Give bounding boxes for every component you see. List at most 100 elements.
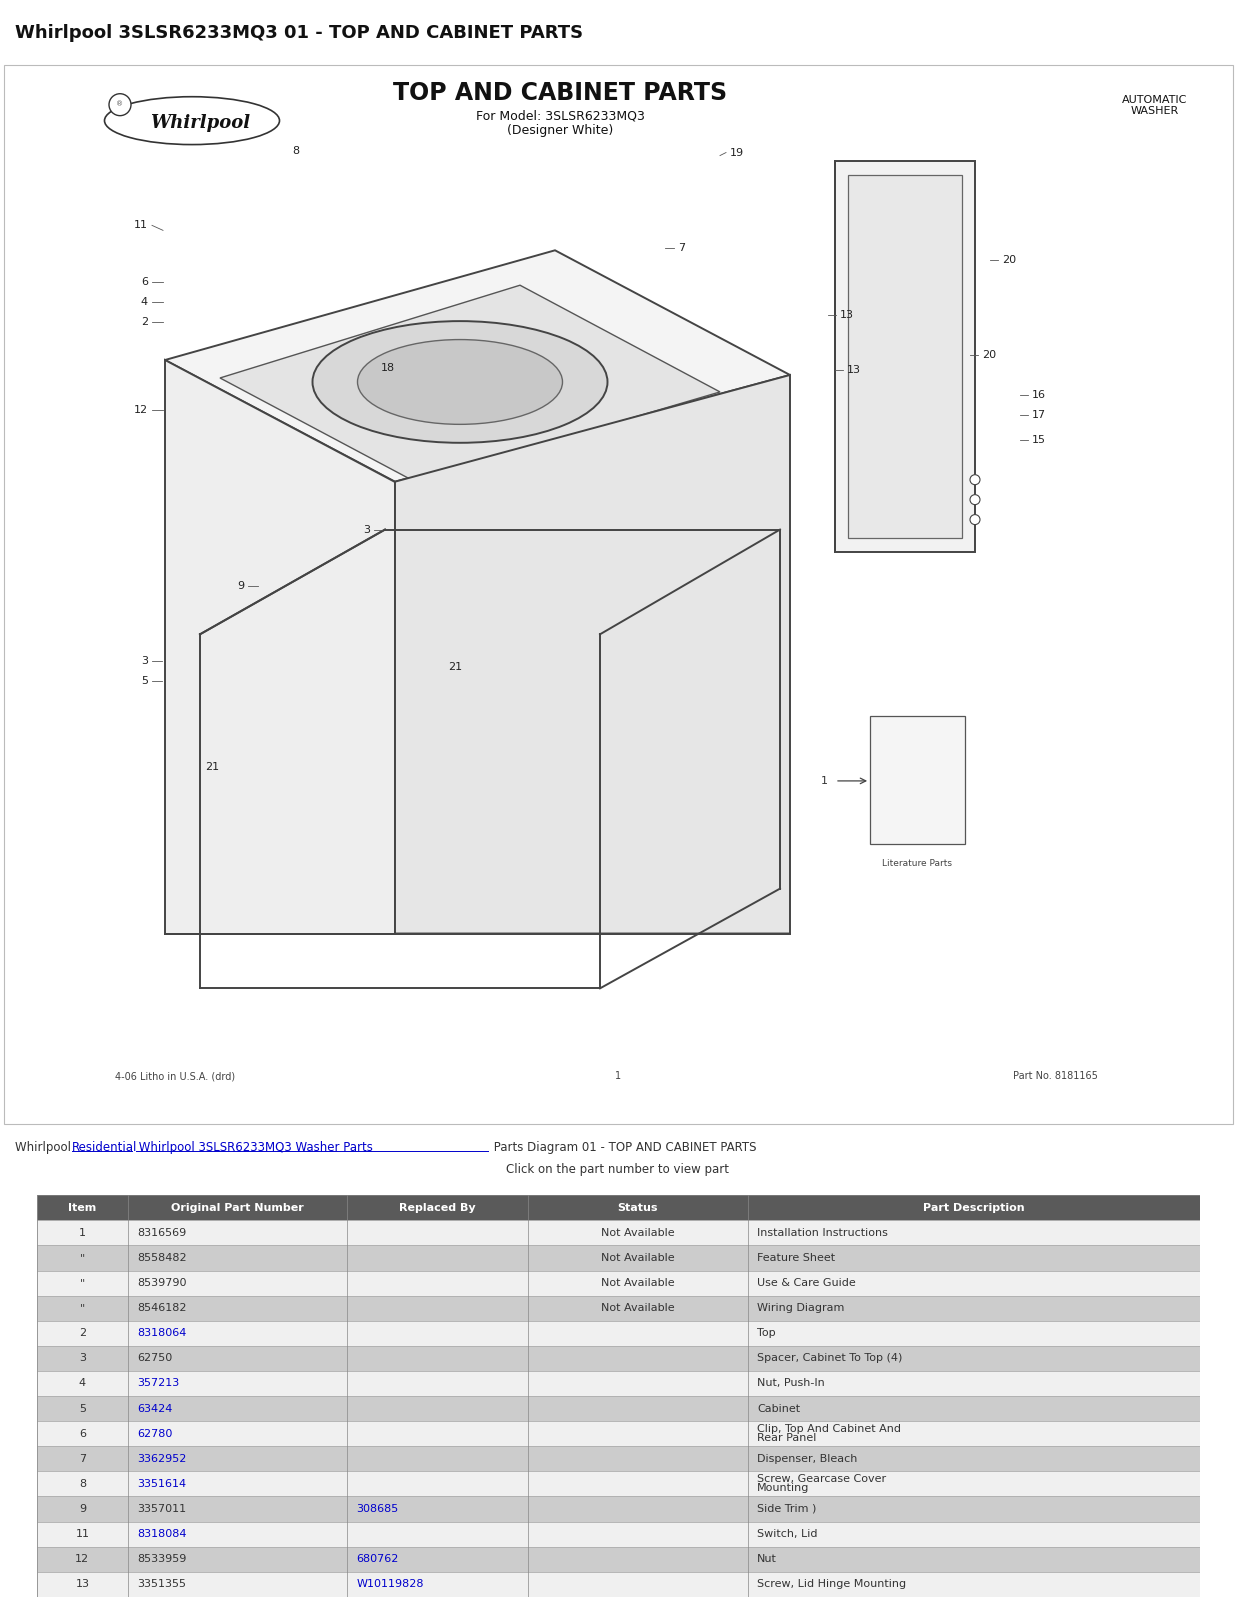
Text: For Model: 3SLSR6233MQ3: For Model: 3SLSR6233MQ3 bbox=[475, 109, 644, 122]
Text: 20: 20 bbox=[1002, 256, 1016, 266]
Text: ": " bbox=[79, 1253, 85, 1262]
Text: ": " bbox=[79, 1278, 85, 1288]
Text: 9: 9 bbox=[236, 581, 244, 592]
Text: 1: 1 bbox=[615, 1070, 621, 1082]
Bar bbox=[37, 1221, 1200, 1245]
Text: 2: 2 bbox=[79, 1328, 85, 1338]
Text: 3: 3 bbox=[141, 656, 148, 666]
Text: Item: Item bbox=[68, 1203, 96, 1213]
Text: ": " bbox=[79, 1302, 85, 1314]
Bar bbox=[37, 1547, 1200, 1571]
Text: Screw, Gearcase Cover: Screw, Gearcase Cover bbox=[757, 1474, 886, 1483]
Text: Not Available: Not Available bbox=[601, 1253, 674, 1262]
Text: 21: 21 bbox=[448, 662, 463, 672]
Text: 19: 19 bbox=[730, 147, 745, 157]
Bar bbox=[37, 1195, 1200, 1221]
Text: 20: 20 bbox=[982, 350, 996, 360]
Text: 3357011: 3357011 bbox=[137, 1504, 186, 1514]
Text: 3351614: 3351614 bbox=[137, 1478, 186, 1490]
Text: 12: 12 bbox=[134, 405, 148, 414]
Text: 11: 11 bbox=[134, 221, 148, 230]
Text: 1: 1 bbox=[821, 776, 828, 786]
Text: 62750: 62750 bbox=[137, 1354, 172, 1363]
Polygon shape bbox=[849, 176, 962, 538]
Text: ®: ® bbox=[116, 102, 124, 107]
Bar bbox=[37, 1421, 1200, 1446]
Text: 5: 5 bbox=[141, 677, 148, 686]
Bar bbox=[37, 1496, 1200, 1522]
Bar bbox=[37, 1571, 1200, 1597]
Text: 8533959: 8533959 bbox=[137, 1554, 187, 1565]
Text: 9: 9 bbox=[79, 1504, 85, 1514]
Circle shape bbox=[970, 494, 980, 504]
Text: 17: 17 bbox=[1032, 410, 1047, 419]
Text: Top: Top bbox=[757, 1328, 776, 1338]
Text: 62780: 62780 bbox=[137, 1429, 172, 1438]
Text: 15: 15 bbox=[1032, 435, 1047, 445]
Text: Part No. 8181165: Part No. 8181165 bbox=[1013, 1070, 1097, 1082]
Text: W10119828: W10119828 bbox=[356, 1579, 424, 1589]
Text: 8316569: 8316569 bbox=[137, 1227, 186, 1238]
Text: Whirlpool: Whirlpool bbox=[15, 1141, 74, 1154]
Text: 8318084: 8318084 bbox=[137, 1530, 187, 1539]
Text: Screw, Lid Hinge Mounting: Screw, Lid Hinge Mounting bbox=[757, 1579, 907, 1589]
Polygon shape bbox=[165, 250, 790, 482]
Bar bbox=[37, 1472, 1200, 1496]
Text: Not Available: Not Available bbox=[601, 1278, 674, 1288]
Polygon shape bbox=[395, 374, 790, 933]
Text: Spacer, Cabinet To Top (4): Spacer, Cabinet To Top (4) bbox=[757, 1354, 902, 1363]
Text: Whirlpool 3SLSR6233MQ3 01 - TOP AND CABINET PARTS: Whirlpool 3SLSR6233MQ3 01 - TOP AND CABI… bbox=[15, 24, 583, 43]
Text: TOP AND CABINET PARTS: TOP AND CABINET PARTS bbox=[393, 80, 727, 104]
Text: 8318064: 8318064 bbox=[137, 1328, 187, 1338]
Text: 357213: 357213 bbox=[137, 1379, 179, 1389]
Text: 13: 13 bbox=[840, 310, 854, 320]
Text: 4: 4 bbox=[79, 1379, 85, 1389]
Text: 4: 4 bbox=[141, 298, 148, 307]
Text: 16: 16 bbox=[1032, 390, 1047, 400]
Bar bbox=[37, 1395, 1200, 1421]
Text: Literature Parts: Literature Parts bbox=[882, 859, 952, 867]
Text: Wiring Diagram: Wiring Diagram bbox=[757, 1302, 845, 1314]
Text: 3: 3 bbox=[79, 1354, 85, 1363]
Text: 1: 1 bbox=[79, 1227, 85, 1238]
Text: Feature Sheet: Feature Sheet bbox=[757, 1253, 835, 1262]
Bar bbox=[37, 1371, 1200, 1395]
Text: Use & Care Guide: Use & Care Guide bbox=[757, 1278, 856, 1288]
Polygon shape bbox=[220, 285, 720, 482]
Text: 8558482: 8558482 bbox=[137, 1253, 187, 1262]
Text: Original Part Number: Original Part Number bbox=[171, 1203, 304, 1213]
Bar bbox=[870, 717, 965, 843]
Text: Whirlpool: Whirlpool bbox=[150, 114, 250, 131]
Ellipse shape bbox=[313, 322, 607, 443]
Text: 63424: 63424 bbox=[137, 1403, 172, 1413]
Text: Whirlpool 3SLSR6233MQ3 Washer Parts: Whirlpool 3SLSR6233MQ3 Washer Parts bbox=[135, 1141, 372, 1154]
Text: Part Description: Part Description bbox=[923, 1203, 1024, 1213]
Text: 11: 11 bbox=[75, 1530, 89, 1539]
Text: Not Available: Not Available bbox=[601, 1227, 674, 1238]
Ellipse shape bbox=[104, 96, 280, 144]
Bar bbox=[37, 1346, 1200, 1371]
Text: 8: 8 bbox=[292, 146, 299, 155]
Text: 680762: 680762 bbox=[356, 1554, 398, 1565]
Text: Clip, Top And Cabinet And: Clip, Top And Cabinet And bbox=[757, 1424, 901, 1434]
Text: 5: 5 bbox=[79, 1403, 85, 1413]
Text: Mounting: Mounting bbox=[757, 1483, 809, 1493]
Circle shape bbox=[970, 515, 980, 525]
Bar bbox=[37, 1270, 1200, 1296]
Bar bbox=[37, 1245, 1200, 1270]
Text: 8539790: 8539790 bbox=[137, 1278, 187, 1288]
Text: Rear Panel: Rear Panel bbox=[757, 1434, 816, 1443]
Text: Nut: Nut bbox=[757, 1554, 777, 1565]
Text: 308685: 308685 bbox=[356, 1504, 398, 1514]
Text: Side Trim ): Side Trim ) bbox=[757, 1504, 816, 1514]
Text: 13: 13 bbox=[75, 1579, 89, 1589]
Text: (Designer White): (Designer White) bbox=[507, 125, 614, 138]
Bar bbox=[37, 1296, 1200, 1320]
Text: 18: 18 bbox=[381, 363, 395, 373]
Text: 8546182: 8546182 bbox=[137, 1302, 187, 1314]
Text: Click on the part number to view part: Click on the part number to view part bbox=[506, 1163, 730, 1176]
Text: Dispenser, Bleach: Dispenser, Bleach bbox=[757, 1454, 857, 1464]
Text: 3362952: 3362952 bbox=[137, 1454, 187, 1464]
Text: 13: 13 bbox=[847, 365, 861, 374]
Text: 2: 2 bbox=[141, 317, 148, 326]
